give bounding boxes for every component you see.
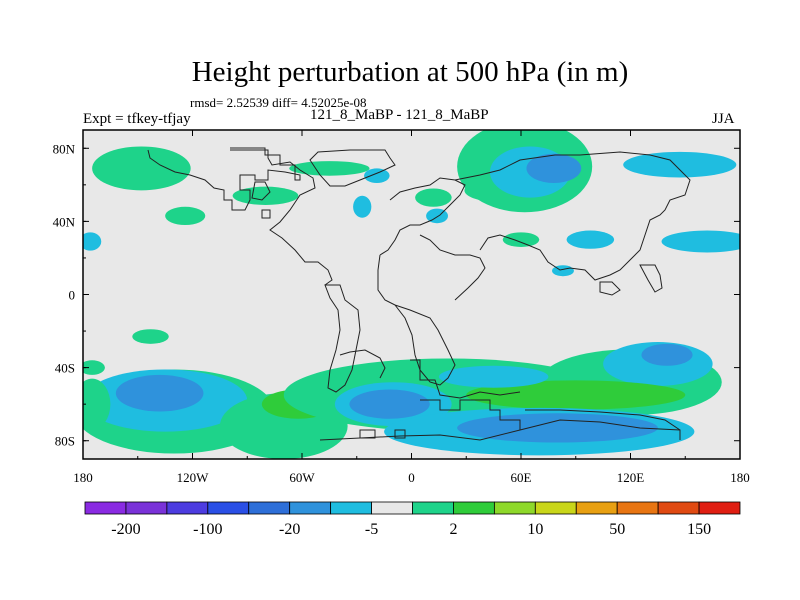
x-tick-label: 60E	[511, 470, 532, 485]
colorbar-swatch	[616, 501, 659, 515]
colorbar-swatch	[534, 501, 577, 515]
contour-region-green	[83, 378, 111, 430]
colorbar-swatch	[248, 501, 291, 515]
colorbar-swatch	[453, 501, 495, 515]
contour-region-green	[132, 329, 169, 344]
contour-region-green	[415, 188, 452, 207]
contour-region-blue	[661, 230, 740, 253]
y-tick-label: 40N	[53, 214, 76, 229]
contour-region-green	[83, 360, 105, 375]
x-tick-label: 60W	[289, 470, 315, 485]
y-tick-label: 40S	[55, 361, 75, 376]
contour-region-blue	[349, 389, 430, 419]
x-tick-label: 180	[730, 470, 750, 485]
contour-region-blue	[364, 168, 390, 184]
stats-text: rmsd= 2.52539 diff= 4.52025e-08	[190, 95, 367, 110]
colorbar-label: -5	[365, 521, 378, 538]
season-label: JJA	[712, 111, 735, 127]
colorbar-swatch	[575, 501, 618, 515]
contour-region-green	[165, 206, 206, 226]
x-tick-label: 180	[73, 470, 93, 485]
contour-region-green	[289, 161, 370, 176]
colorbar-label: 50	[609, 521, 625, 538]
y-tick-label: 80N	[53, 141, 76, 156]
colorbar-label: -200	[111, 521, 140, 538]
colorbar-swatch	[330, 501, 372, 515]
contour-region-blue	[526, 153, 582, 184]
colorbar-swatch	[289, 501, 332, 515]
colorbar: -200 -100 -20 -5 2 10 50 150	[84, 501, 741, 538]
colorbar-swatch	[207, 501, 250, 515]
contour-region-blue	[641, 343, 693, 366]
contour-region-blue	[438, 365, 549, 388]
coastline-outline	[147, 147, 691, 441]
y-axis: 80N 40N 0 40S 80S	[53, 141, 740, 449]
colorbar-swatch	[125, 501, 168, 515]
contour-fill-layer	[83, 130, 740, 459]
colorbar-label: 10	[527, 521, 543, 538]
colorbar-label: 2	[449, 521, 457, 538]
colorbar-swatch	[493, 501, 536, 515]
colorbar-swatch	[371, 501, 413, 515]
contour-region-blue	[566, 230, 615, 249]
x-tick-label: 120W	[177, 470, 210, 485]
colorbar-swatch	[166, 501, 209, 515]
colorbar-label: -100	[193, 521, 222, 538]
colorbar-swatch	[412, 501, 454, 515]
colorbar-swatch	[698, 501, 741, 515]
contour-region-blue	[115, 374, 204, 412]
comparison-label: 121_8_MaBP - 121_8_MaBP	[310, 107, 489, 123]
contour-region-blue	[623, 151, 737, 178]
x-tick-label: 0	[408, 470, 415, 485]
colorbar-label: 150	[687, 521, 711, 538]
contour-region-blue	[353, 195, 372, 218]
contour-region-green	[92, 146, 191, 191]
contour-region-blue	[83, 232, 102, 251]
colorbar-swatch	[84, 501, 127, 515]
x-axis: 180 120W 60W 0 60E 120E 180	[73, 130, 750, 485]
y-tick-label: 80S	[55, 434, 75, 449]
y-tick-label: 0	[69, 288, 76, 303]
colorbar-label: -20	[279, 521, 300, 538]
contour-region-blue	[457, 413, 658, 443]
contour-region-lime	[466, 380, 686, 410]
contour-region-blue	[502, 232, 540, 247]
x-tick-label: 120E	[617, 470, 645, 485]
chart-title: Height perturbation at 500 hPa (in m)	[191, 56, 629, 88]
colorbar-swatch	[657, 501, 700, 515]
experiment-label: Expt = tfkey-tfjay	[83, 111, 191, 127]
